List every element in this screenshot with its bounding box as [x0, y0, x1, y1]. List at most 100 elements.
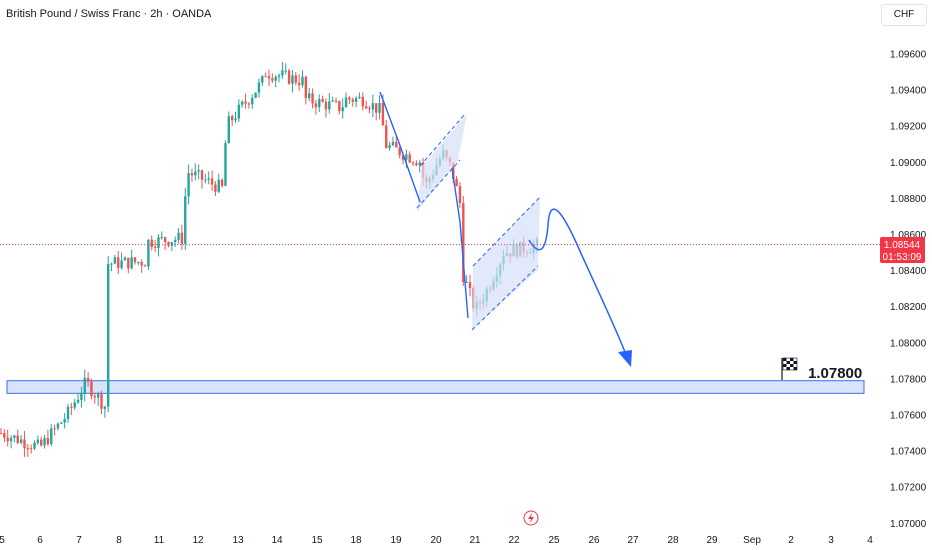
checkered-flag-icon — [782, 357, 798, 371]
candle-body — [271, 78, 274, 81]
candle-body — [364, 106, 368, 109]
candle-body — [120, 260, 123, 268]
candle-body — [163, 237, 167, 242]
price-tick-label: 1.08000 — [890, 338, 927, 349]
candle-body — [40, 439, 43, 446]
candle-body — [284, 70, 287, 72]
candle-body — [140, 262, 143, 266]
target-price-label: 1.07800 — [808, 365, 862, 382]
candle-body — [76, 399, 80, 403]
candle-body — [137, 262, 140, 264]
candle-body — [351, 99, 354, 102]
candle-body — [66, 406, 70, 420]
forecast-arrowhead — [618, 350, 632, 367]
candle-body — [117, 257, 120, 268]
candle-body — [458, 186, 462, 204]
candle-body — [418, 162, 421, 166]
candle-body — [465, 281, 468, 283]
price-tick-label: 1.09000 — [890, 158, 927, 169]
price-axis[interactable]: 1.09600 1.09400 1.09200 1.09000 1.08800 1.086… — [890, 50, 927, 530]
candle-body — [254, 92, 257, 98]
forecast-path — [528, 208, 626, 353]
candle-body — [244, 101, 247, 104]
candle-body — [204, 179, 207, 181]
candle-body — [147, 239, 150, 267]
candle-body — [56, 423, 60, 429]
candle-body — [19, 439, 23, 443]
price-tick-label: 1.07000 — [890, 519, 927, 530]
candle-body — [33, 442, 36, 449]
price-tick-label: 1.08800 — [890, 194, 927, 205]
candle-body — [277, 75, 281, 77]
candle-body — [368, 108, 371, 110]
candle-body — [241, 101, 244, 105]
time-tick-label: 19 — [390, 535, 402, 546]
candle-body — [23, 439, 26, 449]
time-tick-label: 26 — [588, 535, 600, 546]
candle-body — [150, 239, 153, 247]
candle-body — [113, 257, 117, 264]
currency-button[interactable]: CHF — [881, 4, 927, 26]
channel-1-upper — [419, 113, 466, 167]
candle-body — [468, 281, 472, 288]
candle-body — [36, 439, 40, 443]
candle-body — [230, 116, 234, 121]
candle-body — [53, 428, 56, 430]
candle-body — [311, 93, 314, 104]
time-tick-label: 6 — [37, 535, 43, 546]
candle-body — [334, 100, 338, 102]
candle-body — [29, 448, 33, 450]
candle-body — [287, 70, 291, 84]
candle-body — [224, 143, 227, 186]
candle-body — [46, 438, 50, 445]
candle-body — [194, 171, 197, 176]
candle-body — [177, 232, 180, 240]
candle-body — [385, 125, 388, 149]
candle-body — [63, 419, 66, 423]
candle-body — [237, 104, 241, 119]
candle-body — [26, 448, 29, 450]
candle-body — [170, 242, 174, 246]
time-tick-label: 3 — [828, 535, 834, 546]
candle-body — [133, 257, 137, 263]
price-tick-label: 1.09200 — [890, 122, 927, 133]
candle-body — [9, 437, 13, 442]
candles-group — [0, 62, 539, 457]
candle-body — [348, 97, 351, 100]
candle-body — [261, 76, 264, 83]
lightning-icon[interactable] — [523, 510, 539, 526]
candle-body — [180, 232, 184, 244]
candle-body — [358, 96, 361, 99]
trend-line-drop — [451, 167, 469, 319]
candle-body — [257, 82, 261, 93]
time-tick-label: Sep — [743, 535, 761, 546]
candle-body — [294, 75, 297, 83]
time-tick-label: 14 — [271, 535, 283, 546]
price-tick-label: 1.07800 — [890, 374, 927, 385]
candle-body — [0, 433, 3, 435]
candle-body — [190, 173, 194, 176]
candle-body — [328, 101, 331, 110]
last-price-value: 1.08544 — [884, 240, 921, 251]
candle-body — [143, 265, 147, 267]
candle-body — [274, 76, 277, 81]
candle-body — [338, 101, 341, 112]
candle-body — [153, 246, 157, 249]
candle-body — [378, 102, 381, 113]
candle-body — [291, 75, 294, 84]
candle-body — [70, 406, 73, 408]
last-price-tag: 1.08544 01:53:09 — [880, 237, 925, 263]
time-tick-label: 28 — [667, 535, 679, 546]
bar-countdown: 01:53:09 — [883, 252, 922, 263]
candle-body — [308, 93, 311, 99]
candle-body — [43, 438, 46, 446]
candle-body — [174, 239, 177, 243]
time-axis[interactable]: 5 6 7 8 11 12 13 14 15 18 19 20 21 22 25 26 27 28 29 Sep 2 3 4 — [0, 535, 873, 546]
candle-body — [93, 396, 96, 398]
price-tick-label: 1.07400 — [890, 447, 927, 458]
price-tick-label: 1.09600 — [890, 50, 927, 61]
candle-body — [264, 76, 267, 78]
candle-body — [197, 170, 200, 172]
price-tick-label: 1.07200 — [890, 483, 927, 494]
